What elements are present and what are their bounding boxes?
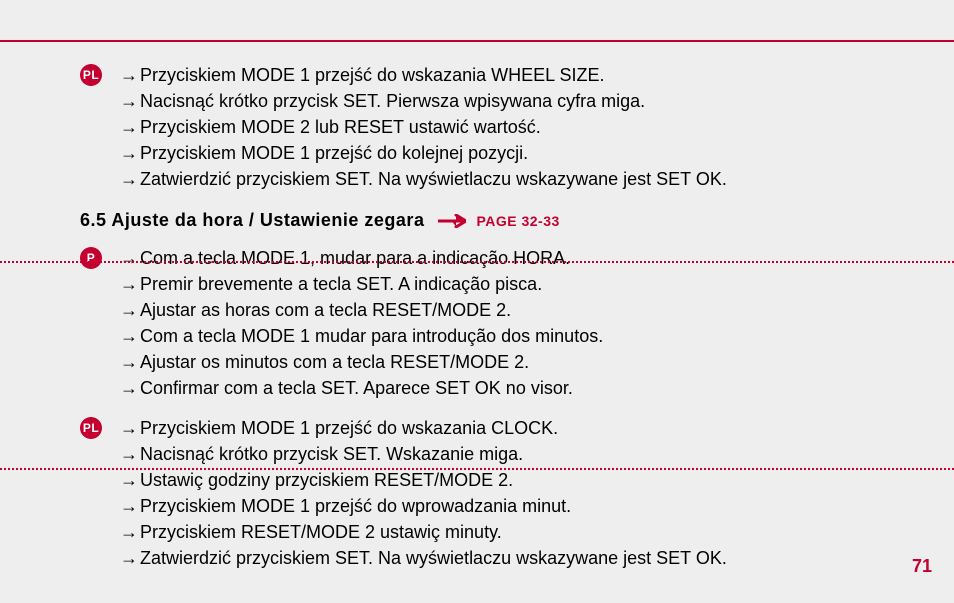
- instruction-line: →Przyciskiem MODE 1 przejść do kolejnej …: [120, 140, 924, 166]
- line-text: Nacisnąć krótko przycisk SET. Pierwsza w…: [140, 88, 924, 114]
- instruction-line: →Przyciskiem MODE 1 przejść do wskazania…: [120, 62, 924, 88]
- arrow-icon: →: [120, 323, 140, 349]
- instruction-line: →Zatwierdzić przyciskiem SET. Na wyświet…: [120, 545, 924, 571]
- arrow-icon: →: [120, 245, 140, 271]
- instruction-line: →Nacisnąć krótko przycisk SET. Pierwsza …: [120, 88, 924, 114]
- instruction-line: →Com a tecla MODE 1 mudar para introduçã…: [120, 323, 924, 349]
- lang-badge-p: P: [80, 247, 102, 269]
- arrow-icon: →: [120, 467, 140, 493]
- lang-badge-pl: PL: [80, 417, 102, 439]
- instruction-line: →Przyciskiem MODE 1 przejść do wskazania…: [120, 415, 924, 441]
- arrow-icon: →: [120, 297, 140, 323]
- instruction-line: →Zatwierdzić przyciskiem SET. Na wyświet…: [120, 166, 924, 192]
- line-text: Przyciskiem RESET/MODE 2 ustawiç minuty.: [140, 519, 924, 545]
- instruction-line: →Ustawiç godziny przyciskiem RESET/MODE …: [120, 467, 924, 493]
- arrow-icon: →: [120, 114, 140, 140]
- line-text: Przyciskiem MODE 2 lub RESET ustawić war…: [140, 114, 924, 140]
- instruction-line: →Ajustar os minutos com a tecla RESET/MO…: [120, 349, 924, 375]
- instruction-lines: →Przyciskiem MODE 1 przejść do wskazania…: [120, 415, 924, 571]
- arrow-right-icon: [438, 214, 466, 228]
- line-text: Zatwierdzić przyciskiem SET. Na wyświetl…: [140, 166, 924, 192]
- line-text: Confirmar com a tecla SET. Aparece SET O…: [140, 375, 924, 401]
- arrow-icon: →: [120, 88, 140, 114]
- line-text: Ajustar as horas com a tecla RESET/MODE …: [140, 297, 924, 323]
- instruction-block-p: P →Com a tecla MODE 1, mudar para a indi…: [0, 245, 954, 401]
- arrow-icon: →: [120, 375, 140, 401]
- arrow-icon: →: [120, 415, 140, 441]
- instruction-line: →Premir brevemente a tecla SET. A indica…: [120, 271, 924, 297]
- dotted-divider: [0, 261, 954, 263]
- section-heading-row: 6.5 Ajuste da hora / Ustawienie zegara P…: [0, 210, 954, 231]
- page-number: 71: [912, 556, 932, 577]
- line-text: Zatwierdzić przyciskiem SET. Na wyświetl…: [140, 545, 924, 571]
- arrow-icon: →: [120, 140, 140, 166]
- arrow-icon: →: [120, 271, 140, 297]
- arrow-icon: →: [120, 519, 140, 545]
- instruction-block-pl-2: PL →Przyciskiem MODE 1 przejść do wskaza…: [0, 415, 954, 571]
- instruction-line: →Nacisnąć krótko przycisk SET. Wskazanie…: [120, 441, 924, 467]
- line-text: Przyciskiem MODE 1 przejść do wprowadzan…: [140, 493, 924, 519]
- instruction-line: →Confirmar com a tecla SET. Aparece SET …: [120, 375, 924, 401]
- arrow-icon: →: [120, 493, 140, 519]
- lang-badge-pl: PL: [80, 64, 102, 86]
- arrow-icon: →: [120, 441, 140, 467]
- arrow-icon: →: [120, 166, 140, 192]
- dotted-divider: [0, 468, 954, 470]
- page-content: PL →Przyciskiem MODE 1 przejść do wskaza…: [0, 56, 954, 571]
- line-text: Przyciskiem MODE 1 przejść do wskazania …: [140, 415, 924, 441]
- line-text: Przyciskiem MODE 1 przejść do kolejnej p…: [140, 140, 924, 166]
- line-text: Premir brevemente a tecla SET. A indicaç…: [140, 271, 924, 297]
- instruction-line: →Przyciskiem MODE 2 lub RESET ustawić wa…: [120, 114, 924, 140]
- line-text: Com a tecla MODE 1, mudar para a indicaç…: [140, 245, 924, 271]
- instruction-lines: →Com a tecla MODE 1, mudar para a indica…: [120, 245, 924, 401]
- line-text: Ustawiç godziny przyciskiem RESET/MODE 2…: [140, 467, 924, 493]
- instruction-line: →Przyciskiem RESET/MODE 2 ustawiç minuty…: [120, 519, 924, 545]
- arrow-icon: →: [120, 545, 140, 571]
- instruction-line: →Com a tecla MODE 1, mudar para a indica…: [120, 245, 924, 271]
- instruction-line: →Przyciskiem MODE 1 przejść do wprowadza…: [120, 493, 924, 519]
- top-rule: [0, 40, 954, 42]
- instruction-block-pl-1: PL →Przyciskiem MODE 1 przejść do wskaza…: [0, 62, 954, 192]
- line-text: Przyciskiem MODE 1 przejść do wskazania …: [140, 62, 924, 88]
- line-text: Com a tecla MODE 1 mudar para introdução…: [140, 323, 924, 349]
- line-text: Nacisnąć krótko przycisk SET. Wskazanie …: [140, 441, 924, 467]
- page-reference: PAGE 32-33: [476, 213, 559, 229]
- arrow-icon: →: [120, 62, 140, 88]
- arrow-icon: →: [120, 349, 140, 375]
- line-text: Ajustar os minutos com a tecla RESET/MOD…: [140, 349, 924, 375]
- instruction-line: →Ajustar as horas com a tecla RESET/MODE…: [120, 297, 924, 323]
- instruction-lines: →Przyciskiem MODE 1 przejść do wskazania…: [120, 62, 924, 192]
- section-heading: 6.5 Ajuste da hora / Ustawienie zegara: [80, 210, 424, 231]
